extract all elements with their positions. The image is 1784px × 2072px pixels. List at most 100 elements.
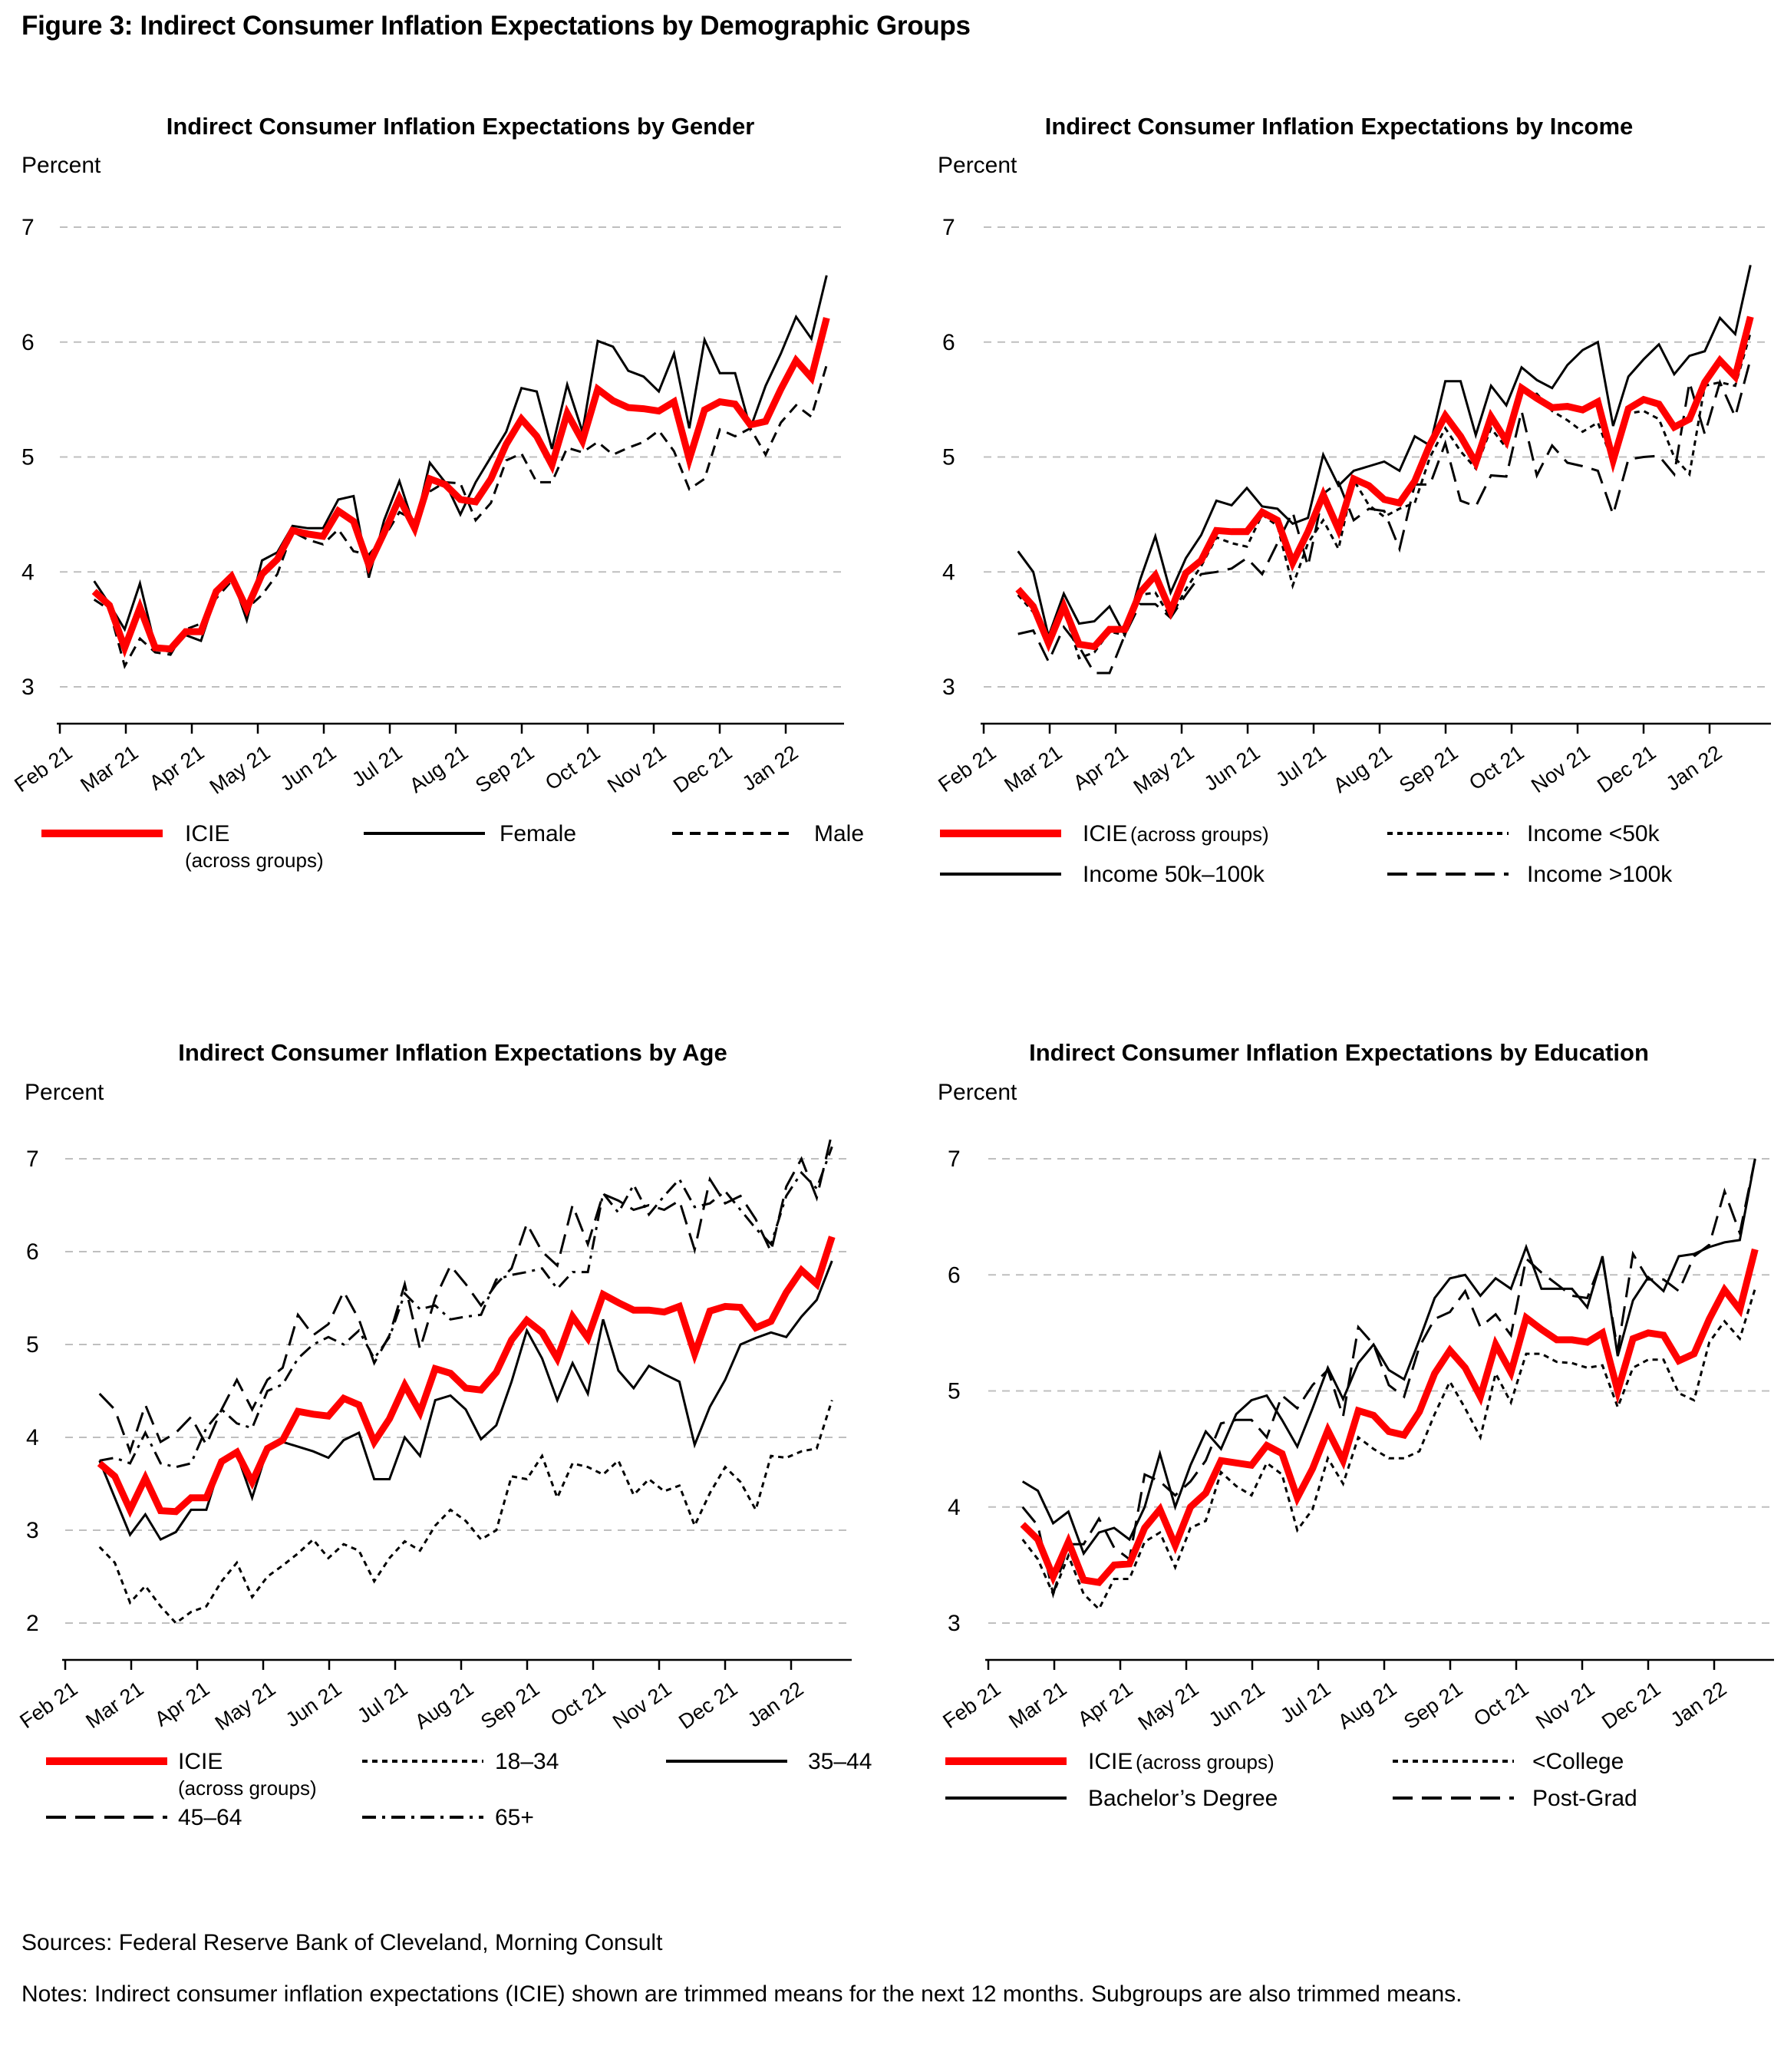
legend-item: Income 50k–100k [940, 862, 1265, 887]
y-tick-label: 5 [26, 1332, 39, 1358]
legend-label: Post-Grad [1532, 1786, 1637, 1811]
x-tick-label: Feb 21 [938, 1677, 1004, 1733]
x-tick-label: Mar 21 [1004, 1677, 1070, 1733]
legend-label: Bachelor’s Degree [1088, 1786, 1278, 1811]
y-tick-label: 6 [21, 330, 35, 355]
x-tick-label: Apr 21 [150, 1677, 213, 1731]
x-tick-label: Jun 21 [1205, 1677, 1269, 1731]
legend-label: 45–64 [178, 1805, 242, 1830]
legend-label: Female [500, 821, 576, 846]
legend-item: ICIE(across groups) [940, 821, 1269, 846]
x-tick-label: Sep 21 [1395, 741, 1462, 797]
x-tick-label: May 21 [211, 1677, 280, 1734]
y-tick-label: 5 [948, 1379, 961, 1404]
series-line-icie-across-groups [91, 317, 830, 658]
legend-item: Income >100k [1387, 862, 1673, 887]
x-tick-label: Mar 21 [1000, 741, 1066, 797]
series-line-bachelor-s-degree [1021, 1158, 1756, 1556]
legend-item: ICIE(across groups) [46, 1749, 317, 1800]
legend-label: Male [814, 821, 864, 846]
chart-title: Indirect Consumer Inflation Expectations… [167, 113, 755, 140]
legend-label: 18–34 [495, 1749, 559, 1774]
legend-label: Income <50k [1527, 821, 1660, 846]
chart-title: Indirect Consumer Inflation Expectations… [1029, 1039, 1649, 1066]
x-tick-label: Jan 22 [744, 1677, 808, 1731]
x-tick-label: Jul 21 [1276, 1677, 1334, 1727]
x-tick-label: Apr 21 [1069, 741, 1132, 794]
y-tick-label: 3 [26, 1518, 39, 1543]
x-tick-label: Dec 21 [669, 741, 736, 797]
series-line-female [93, 275, 828, 654]
chart-income: Indirect Consumer Inflation Expectations… [934, 113, 1771, 887]
y-axis-label: Percent [938, 153, 1017, 178]
x-tick-label: May 21 [206, 741, 275, 798]
y-tick-label: 7 [942, 215, 955, 240]
y-axis-label: Percent [938, 1080, 1017, 1105]
legend-item: Income <50k [1387, 821, 1660, 846]
legend-label: <College [1532, 1749, 1624, 1774]
legend-item: 35–44 [666, 1749, 872, 1774]
chart-education: Indirect Consumer Inflation Expectations… [938, 1039, 1774, 1811]
x-tick-label: Oct 21 [546, 1677, 609, 1731]
legend-item: ICIE (across groups) [41, 821, 324, 872]
series-line-income-50k-100k [1017, 265, 1752, 641]
legend-income: ICIE (across groups) Income <50k Income 50k… [940, 821, 1673, 887]
x-tick-label: Jul 21 [353, 1677, 411, 1727]
x-tick-label: Dec 21 [674, 1677, 741, 1734]
legend-label: 35–44 [808, 1749, 872, 1774]
legend-item: 65+ [362, 1805, 534, 1830]
y-tick-label: 2 [26, 1611, 39, 1636]
series-line-college [1021, 1288, 1756, 1612]
y-tick-label: 3 [948, 1611, 961, 1636]
legend-item: Female [364, 821, 576, 846]
series-line-45-64 [98, 1132, 833, 1455]
legend-item: Bachelor’s Degree [945, 1786, 1278, 1811]
legend-item: Post-Grad [1393, 1786, 1637, 1811]
legend-item: ICIE(across groups) [945, 1749, 1275, 1774]
series-line-icie-across-groups [97, 1236, 836, 1518]
x-tick-label: May 21 [1134, 1677, 1203, 1734]
y-tick-label: 6 [26, 1239, 39, 1265]
x-tick-label: Aug 21 [1329, 741, 1396, 797]
y-tick-label: 3 [21, 675, 35, 700]
legend-age: ICIE (across groups) 18–34 35–44 45–64 65+ [46, 1749, 872, 1830]
x-tick-label: Jan 22 [1667, 1677, 1731, 1731]
y-tick-label: 7 [26, 1147, 39, 1172]
x-tick-label: Feb 21 [934, 741, 1000, 797]
x-tick-label: Jan 22 [738, 741, 803, 795]
series-line-65 [99, 1146, 833, 1469]
x-tick-label: Oct 21 [541, 741, 604, 794]
y-tick-label: 4 [948, 1495, 961, 1520]
legend-education: ICIE (across groups) <College Bachelor’s De… [945, 1749, 1637, 1811]
legend-item: 18–34 [362, 1749, 559, 1774]
x-tick-label: Jul 21 [348, 741, 406, 791]
legend-label: ICIE [178, 1749, 223, 1774]
legend-label: Income >100k [1527, 862, 1673, 887]
y-tick-label: 4 [26, 1425, 39, 1450]
x-tick-label: Aug 21 [405, 741, 472, 797]
legend-label: ICIE [185, 821, 229, 846]
x-tick-label: May 21 [1129, 741, 1199, 798]
y-tick-label: 6 [948, 1262, 961, 1288]
y-tick-label: 6 [942, 330, 955, 355]
figure-title: Figure 3: Indirect Consumer Inflation Ex… [21, 11, 971, 41]
x-tick-label: Sep 21 [471, 741, 538, 797]
legend-item: <College [1393, 1749, 1624, 1774]
y-tick-label: 4 [21, 559, 35, 585]
legend-sublabel: (across groups) [185, 849, 324, 872]
notes-text: Notes: Indirect consumer inflation expec… [21, 1981, 1462, 2007]
x-tick-label: Jun 21 [1200, 741, 1265, 795]
chart-title: Indirect Consumer Inflation Expectations… [178, 1039, 727, 1066]
sources-note: Sources: Federal Reserve Bank of Clevela… [21, 1930, 663, 1955]
x-tick-label: Apr 21 [1073, 1677, 1136, 1731]
y-tick-label: 5 [942, 445, 955, 470]
x-tick-label: Aug 21 [1334, 1677, 1400, 1734]
legend-item: Male [672, 821, 864, 846]
x-tick-label: Aug 21 [411, 1677, 477, 1734]
legend-gender: ICIE (across groups) Female Male [41, 821, 864, 872]
y-axis-label: Percent [21, 153, 101, 178]
x-tick-label: Jun 21 [282, 1677, 346, 1731]
series-line-post-grad [1021, 1158, 1756, 1599]
x-tick-label: Apr 21 [145, 741, 208, 794]
series-line-income-100k [1017, 358, 1752, 675]
